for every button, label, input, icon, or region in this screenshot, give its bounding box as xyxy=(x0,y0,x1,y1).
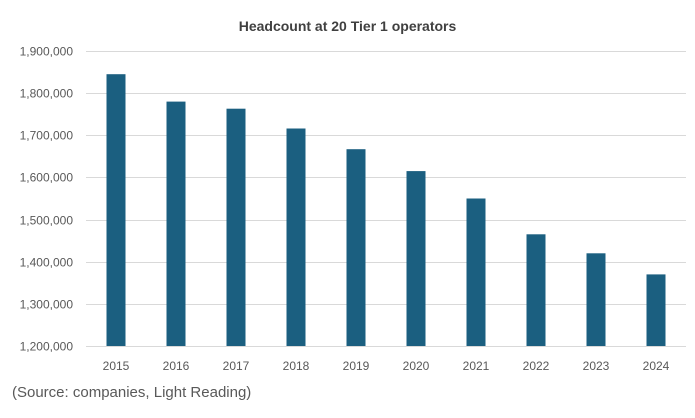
y-tick-label: 1,500,000 xyxy=(20,214,74,228)
y-axis-ticks: 1,200,000 1,300,000 1,400,000 1,500,000 1,60… xyxy=(20,45,74,354)
y-tick-label: 1,900,000 xyxy=(20,45,74,59)
bar-2016 xyxy=(166,101,186,346)
x-tick-label: 2024 xyxy=(643,359,670,373)
bar-2022 xyxy=(526,234,546,346)
x-tick-label: 2023 xyxy=(583,359,610,373)
x-tick-label: 2015 xyxy=(103,359,130,373)
bar-2023 xyxy=(586,253,606,346)
x-axis-ticks: 2015 2016 2017 2018 2019 2020 2021 2022 2023 2024 xyxy=(103,359,670,373)
bar-2024 xyxy=(646,274,666,346)
x-tick-label: 2017 xyxy=(223,359,250,373)
bar-2019 xyxy=(346,149,366,346)
chart-plot: 1,200,000 1,300,000 1,400,000 1,500,000 1,60… xyxy=(20,45,686,373)
bars xyxy=(106,74,666,346)
x-tick-label: 2016 xyxy=(163,359,190,373)
bar-2020 xyxy=(406,171,426,346)
gridlines xyxy=(86,51,686,347)
x-tick-label: 2019 xyxy=(343,359,370,373)
chart-title: Headcount at 20 Tier 1 operators xyxy=(238,18,457,34)
x-tick-label: 2018 xyxy=(283,359,310,373)
y-tick-label: 1,400,000 xyxy=(20,256,74,270)
y-tick-label: 1,300,000 xyxy=(20,298,74,312)
bar-2021 xyxy=(466,198,486,346)
source-note: (Source: companies, Light Reading) xyxy=(12,384,252,401)
x-tick-label: 2022 xyxy=(523,359,550,373)
bar-2015 xyxy=(106,74,126,346)
y-tick-label: 1,600,000 xyxy=(20,171,74,185)
bar-2018 xyxy=(286,128,306,346)
bar-2017 xyxy=(226,108,246,346)
x-tick-label: 2021 xyxy=(463,359,490,373)
y-tick-label: 1,800,000 xyxy=(20,87,74,101)
x-tick-label: 2020 xyxy=(403,359,430,373)
chart: Headcount at 20 Tier 1 operators 1,200,0… xyxy=(20,18,686,373)
y-tick-label: 1,700,000 xyxy=(20,129,74,143)
y-tick-label: 1,200,000 xyxy=(20,340,74,354)
